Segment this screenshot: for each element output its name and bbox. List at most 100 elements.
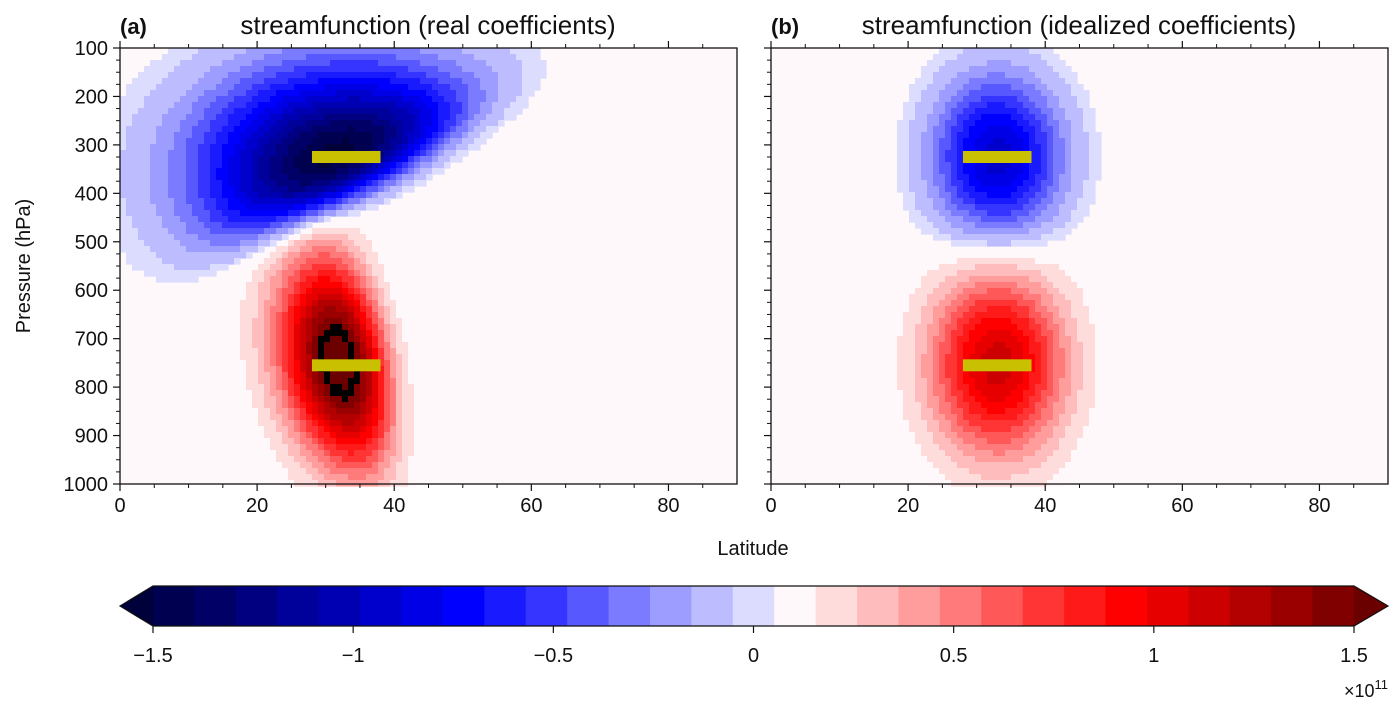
contour-cell [1065,306,1072,313]
contour-cell [168,264,175,271]
contour-cell [396,336,403,343]
contour-cell [360,144,367,151]
contour-cell [366,144,373,151]
contour-cell [348,408,355,415]
contour-cell [174,168,181,175]
contour-cell [288,198,295,205]
contour-cell [402,90,409,97]
contour-cell [981,270,988,277]
contour-cell [264,72,271,79]
contour-cell [306,84,313,91]
contour-cell [348,132,355,139]
contour-cell [1065,78,1072,85]
contour-cell [450,120,457,127]
contour-cell [330,480,337,487]
contour-cell [270,264,277,271]
contour-cell [1065,90,1072,97]
contour-cell [168,174,175,181]
contour-cell [402,324,409,331]
contour-cell [180,210,187,217]
contour-cell [378,102,385,109]
contour-cell [915,156,922,163]
contour-cell [1083,390,1090,397]
contour-cell [438,156,445,163]
contour-cell [300,444,307,451]
contour-cell [1077,126,1084,133]
contour-cell [414,48,421,55]
contour-cell [300,216,307,223]
contour-cell [342,198,349,205]
contour-cell [258,390,265,397]
contour-cell [1035,114,1042,121]
contour-cell [1065,342,1072,349]
contour-cell [360,276,367,283]
contour-cell [228,138,235,145]
contour-cell [432,156,439,163]
contour-cell [354,264,361,271]
contour-cell [1005,54,1012,61]
contour-cell [336,192,343,199]
contour-cell [126,258,133,265]
contour-cell [306,54,313,61]
contour-cell [975,180,982,187]
contour-cell [264,102,271,109]
contour-cell [222,174,229,181]
contour-cell [132,102,139,109]
contour-cell [150,90,157,97]
contour-cell [927,348,934,355]
contour-cell [921,114,928,121]
contour-cell [348,228,355,235]
contour-cell [939,162,946,169]
contour-cell [939,384,946,391]
contour-cell [1005,120,1012,127]
contour-cell [240,150,247,157]
contour-cell [330,210,337,217]
contour-cell [396,348,403,355]
contour-cell [234,246,241,253]
contour-cell [198,192,205,199]
contour-cell [1005,204,1012,211]
contour-cell [945,306,952,313]
contour-cell [168,258,175,265]
contour-cell [240,222,247,229]
contour-cell [456,78,463,85]
contour-cell [210,108,217,115]
contour-cell [903,156,910,163]
contour-cell [264,426,271,433]
contour-cell [192,96,199,103]
contour-cell [408,60,415,67]
contour-cell [366,384,373,391]
contour-cell [318,246,325,253]
contour-cell [186,192,193,199]
contour-cell [456,102,463,109]
contour-cell [294,240,301,247]
contour-cell [951,240,958,247]
contour-cell [963,132,970,139]
contour-cell [288,306,295,313]
contour-cell [939,258,946,265]
contour-cell [288,174,295,181]
contour-cell [981,174,988,181]
contour-cell [420,96,427,103]
contour-cell [897,396,904,403]
contour-cell [312,84,319,91]
contour-cell [186,156,193,163]
contour-cell [456,108,463,115]
contour-cell [1047,60,1054,67]
contour-cell [282,366,289,373]
contour-cell [348,54,355,61]
contour-cell [372,450,379,457]
contour-cell [945,270,952,277]
contour-cell [1053,288,1060,295]
contour-cell [981,336,988,343]
contour-cell [1059,132,1066,139]
contour-cell [1017,324,1024,331]
contour-cell [378,114,385,121]
contour-cell [891,354,898,361]
contour-cell [294,120,301,127]
contour-cell [168,150,175,157]
contour-cell [222,246,229,253]
contour-cell [1011,120,1018,127]
contour-cell [234,288,241,295]
contour-cell [258,90,265,97]
